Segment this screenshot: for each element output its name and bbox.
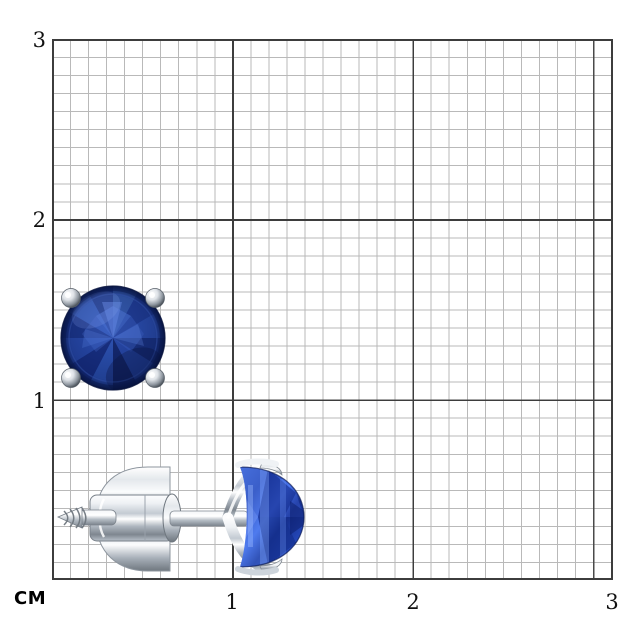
y-axis-tick-3: 3 (32, 28, 46, 52)
unit-label-cm: CM (14, 588, 47, 609)
x-axis-tick-3: 3 (605, 590, 619, 614)
y-axis-tick-2: 2 (32, 208, 46, 232)
measurement-grid (52, 39, 613, 580)
x-axis-tick-1: 1 (225, 590, 239, 614)
x-axis-tick-2: 2 (406, 590, 420, 614)
y-axis-tick-1: 1 (32, 389, 46, 413)
